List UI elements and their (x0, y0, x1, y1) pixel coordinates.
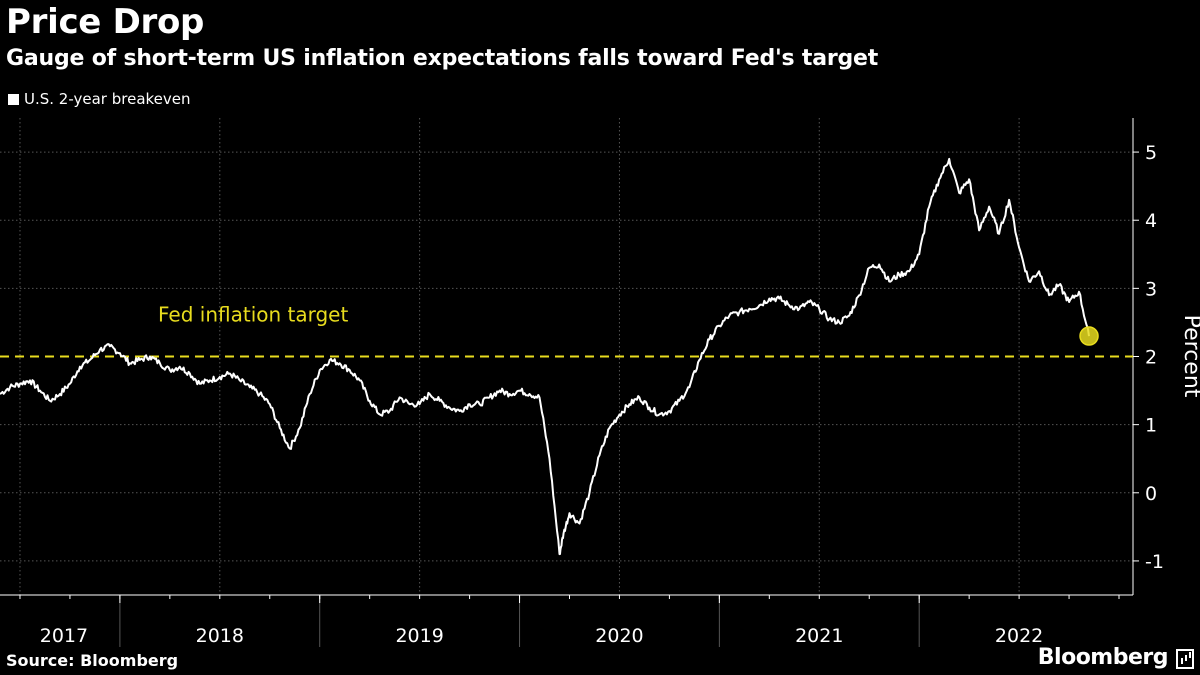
x-tick-label: 2021 (795, 625, 843, 647)
chart-title: Price Drop (6, 2, 205, 42)
x-tick-label: 2017 (40, 625, 88, 647)
chart-subtitle: Gauge of short-term US inflation expecta… (6, 46, 879, 71)
x-tick-label: 2019 (395, 625, 443, 647)
legend-label: U.S. 2-year breakeven (24, 90, 191, 108)
bloomberg-logo: Bloomberg (1037, 645, 1169, 670)
series-group (0, 157, 1099, 556)
bloomberg-chart-icon (1176, 649, 1194, 669)
y-tick-label: 2 (1145, 347, 1157, 369)
y-axis-label: Percent (1179, 315, 1200, 398)
x-tick-label: 2020 (595, 625, 643, 647)
fed-target-label: Fed inflation target (158, 303, 348, 327)
legend-swatch (8, 93, 19, 105)
legend: U.S. 2-year breakeven (8, 90, 191, 108)
y-tick-label: 4 (1145, 210, 1157, 232)
y-tick-label: 0 (1145, 483, 1157, 505)
y-tick-label: 3 (1145, 278, 1157, 300)
grid (0, 118, 1133, 595)
y-axis: -1 0 1 2 3 4 5 Percent (1132, 118, 1200, 595)
x-tick-label: 2022 (995, 625, 1043, 647)
x-tick-label: 2018 (196, 625, 244, 647)
x-axis: 2017 2018 2019 2020 2021 2022 (0, 594, 1133, 647)
y-tick-label: -1 (1145, 551, 1164, 573)
source-note: Source: Bloomberg (6, 651, 179, 670)
y-tick-label: 5 (1145, 142, 1157, 164)
y-tick-label: 1 (1145, 415, 1157, 437)
series-line-0 (0, 157, 1090, 556)
reference-line-group: Fed inflation target (0, 303, 1133, 358)
latest-value-marker (1079, 326, 1099, 346)
